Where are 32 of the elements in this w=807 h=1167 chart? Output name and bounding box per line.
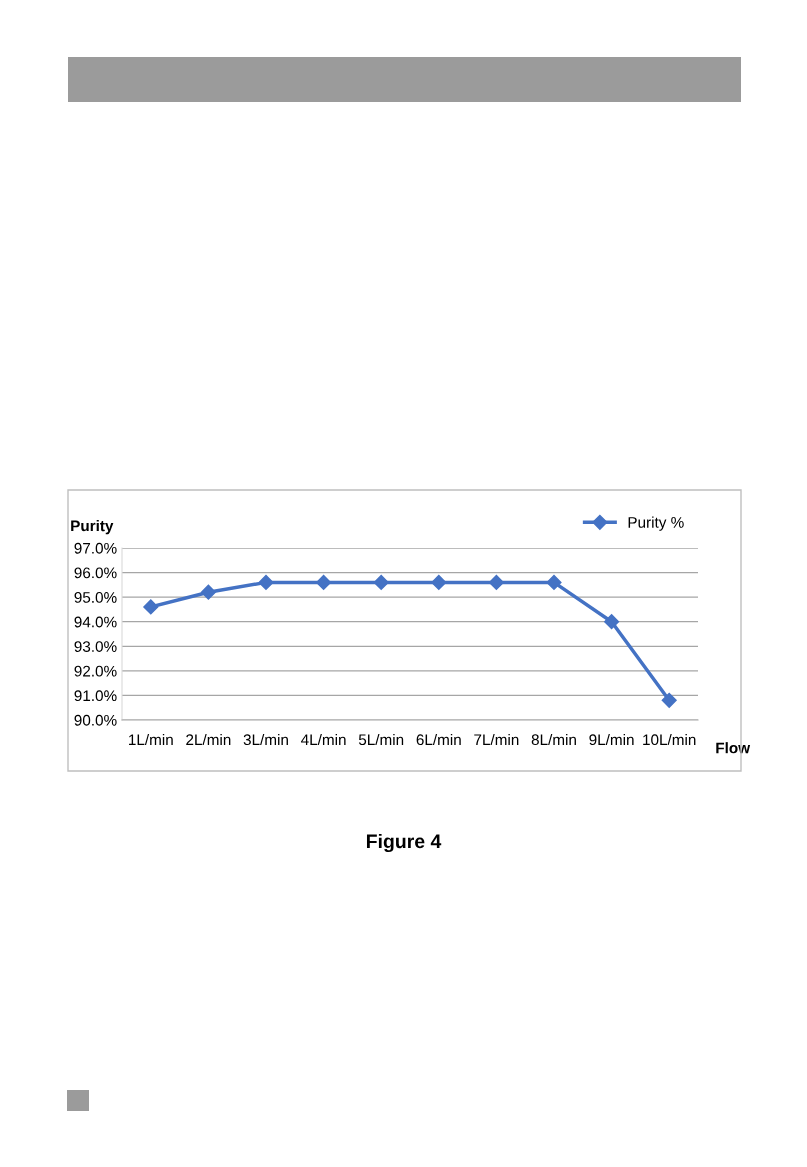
x-tick-label: 5L/min xyxy=(358,733,404,746)
point xyxy=(661,692,677,708)
y-tick-label: 91.0% xyxy=(74,690,117,702)
point xyxy=(488,574,504,590)
y-tick-label: 95.0% xyxy=(74,592,117,603)
caption: Figure 4 xyxy=(366,833,442,853)
y-tick-label: 92.0% xyxy=(74,665,117,677)
point xyxy=(200,584,216,600)
y-tick-label: 97.0% xyxy=(74,542,117,554)
x-tick-label: 10L/min xyxy=(643,733,696,746)
y-tick-label: 93.0% xyxy=(74,641,117,652)
x-tick-label: 2L/min xyxy=(186,733,231,746)
y-tick-label: 94.0% xyxy=(74,616,117,628)
legend-label: Purity % xyxy=(628,516,684,531)
y-axis-title: Purity xyxy=(71,520,114,535)
y-tick-label: 90.0% xyxy=(74,714,117,726)
x-tick-label: 8L/min xyxy=(531,733,576,746)
x-tick-label: 7L/min xyxy=(474,733,519,746)
x-tick-label: 3L/min xyxy=(243,733,288,746)
x-tick-label: 4L/min xyxy=(301,733,346,746)
x-tick-label: 6L/min xyxy=(416,733,461,746)
point xyxy=(143,599,159,615)
point xyxy=(316,574,332,590)
x-axis-title: Flow xyxy=(716,742,751,754)
point xyxy=(258,574,274,590)
x-tick-label: 1L/min xyxy=(129,733,173,746)
x-tick-label: 9L/min xyxy=(589,733,634,746)
point xyxy=(546,574,562,590)
point xyxy=(431,574,447,590)
y-tick-label: 96.0% xyxy=(74,567,117,579)
point xyxy=(373,574,389,590)
point xyxy=(604,614,620,630)
